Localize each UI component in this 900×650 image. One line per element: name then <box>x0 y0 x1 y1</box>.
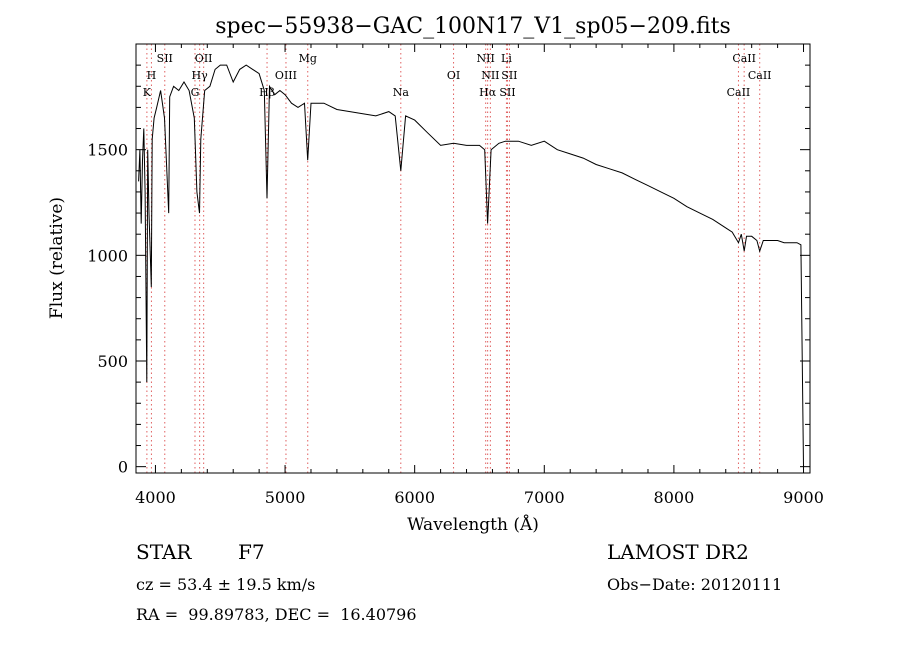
line-markers <box>146 44 761 473</box>
line-marker-label-7: OIII <box>275 69 297 82</box>
x-tick-label-0: 4000 <box>135 488 176 507</box>
x-tick-label-5: 9000 <box>783 488 824 507</box>
redshift-info: cz = 53.4 ± 19.5 km/s <box>136 575 316 594</box>
line-marker-label-0: K <box>143 86 152 99</box>
line-marker-label-12: NII <box>477 52 495 65</box>
line-marker-label-14: Li <box>501 52 512 65</box>
chart-title: spec−55938−GAC_100N17_V1_sp05−209.fits <box>215 14 731 39</box>
object-subclass: F7 <box>238 540 265 564</box>
x-axis-label: Wavelength (Å) <box>407 514 539 535</box>
line-marker-label-19: CaII <box>748 69 772 82</box>
y-tick-label-3: 1500 <box>87 141 128 160</box>
line-marker-label-15: SII <box>499 86 515 99</box>
flux-series-line <box>138 64 804 467</box>
line-marker-label-18: CaII <box>732 52 756 65</box>
x-tick-label-4: 8000 <box>654 488 695 507</box>
line-marker-label-13: NII <box>481 69 499 82</box>
line-marker-label-11: Hα <box>479 86 497 99</box>
x-axis-ticks: 4000 5000 6000 7000 8000 9000 <box>135 44 824 507</box>
y-axis-ticks: 0 500 1000 1500 <box>87 64 810 477</box>
line-marker-label-6: Hβ <box>259 86 275 99</box>
line-marker-label-2: SII <box>157 52 173 65</box>
y-axis-label: Flux (relative) <box>47 197 67 319</box>
y-tick-label-1: 500 <box>97 352 128 371</box>
y-tick-label-0: 0 <box>118 458 128 477</box>
line-marker-label-17: CaII <box>727 86 751 99</box>
line-marker-label-8: Mg <box>299 52 317 65</box>
obs-date: Obs−Date: 20120111 <box>607 575 783 594</box>
line-marker-label-5: OII <box>195 52 213 65</box>
line-marker-label-9: Na <box>393 86 410 99</box>
x-tick-label-3: 7000 <box>524 488 565 507</box>
line-marker-label-3: G <box>191 86 200 99</box>
survey-name: LAMOST DR2 <box>607 540 749 564</box>
plot-frame <box>135 43 811 474</box>
object-class: STAR <box>136 540 192 564</box>
coordinates-info: RA = 99.89783, DEC = 16.40796 <box>136 605 417 624</box>
line-marker-label-16: SII <box>501 69 517 82</box>
line-marker-label-10: OI <box>447 69 460 82</box>
x-tick-label-1: 5000 <box>265 488 306 507</box>
line-marker-label-1: H <box>147 69 157 82</box>
y-tick-label-2: 1000 <box>87 246 128 265</box>
line-marker-label-4: Hγ <box>192 69 209 82</box>
x-tick-label-2: 6000 <box>394 488 435 507</box>
line-marker-labels: KHSIIGHγOIIHβOIIIMgNaOIHαNIINIILiSIISIIC… <box>143 52 772 99</box>
